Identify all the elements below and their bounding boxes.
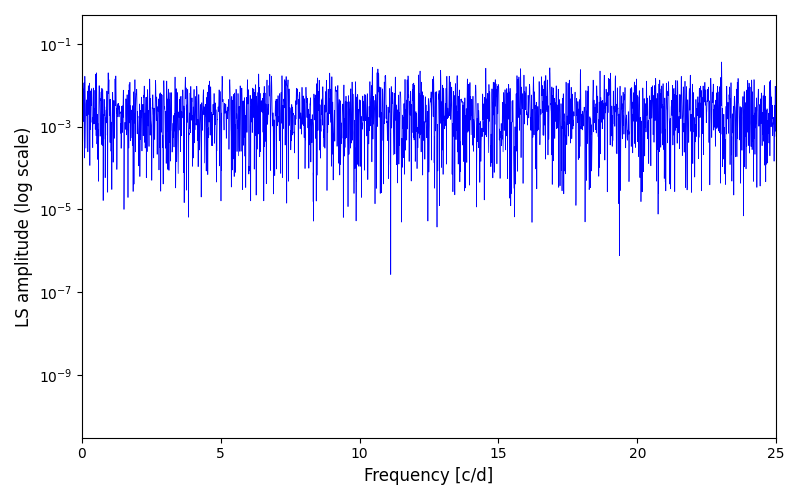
Y-axis label: LS amplitude (log scale): LS amplitude (log scale) (15, 126, 33, 326)
X-axis label: Frequency [c/d]: Frequency [c/d] (364, 467, 494, 485)
